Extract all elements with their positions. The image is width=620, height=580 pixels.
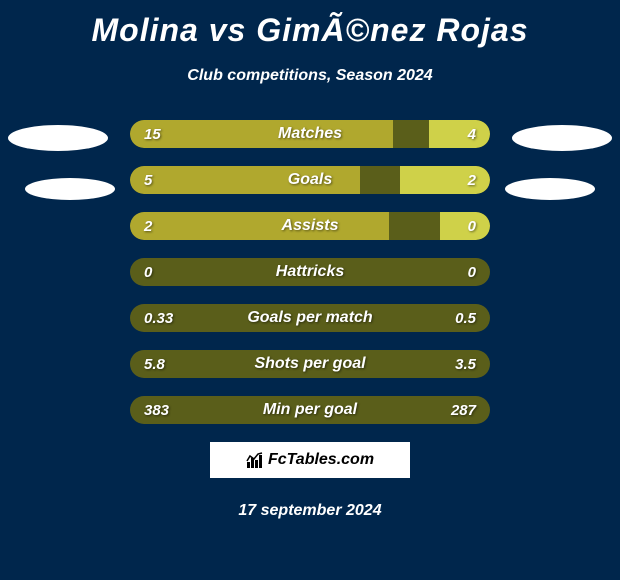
- bar-left: [130, 212, 389, 240]
- subtitle: Club competitions, Season 2024: [0, 67, 620, 85]
- stat-row: 2 Assists 0: [130, 212, 490, 240]
- bar-left: [130, 120, 393, 148]
- stat-value-left: 383: [144, 402, 169, 419]
- stat-value-right: 0.5: [455, 310, 476, 327]
- stat-value-right: 2: [468, 172, 476, 189]
- stat-label: Goals: [288, 171, 332, 189]
- stat-label: Matches: [278, 125, 342, 143]
- team-badge-left-bottom: [25, 178, 115, 200]
- stat-label: Shots per goal: [254, 355, 365, 373]
- stat-value-right: 287: [451, 402, 476, 419]
- stat-label: Hattricks: [276, 263, 344, 281]
- stat-label: Goals per match: [247, 309, 372, 327]
- stat-value-left: 5.8: [144, 356, 165, 373]
- team-badge-right-top: [512, 125, 612, 151]
- stat-label: Min per goal: [263, 401, 357, 419]
- team-badge-right-bottom: [505, 178, 595, 200]
- chart-icon: [246, 451, 264, 469]
- stat-row: 5.8 Shots per goal 3.5: [130, 350, 490, 378]
- stat-row: 383 Min per goal 287: [130, 396, 490, 424]
- stat-value-right: 0: [468, 264, 476, 281]
- stat-value-left: 0.33: [144, 310, 173, 327]
- stats-container: 15 Matches 4 5 Goals 2 2 Assists 0 0 Hattricks 0 0.3…: [130, 120, 490, 424]
- stat-row: 15 Matches 4: [130, 120, 490, 148]
- footer-badge[interactable]: FcTables.com: [210, 442, 410, 478]
- stat-row: 0 Hattricks 0: [130, 258, 490, 286]
- stat-value-right: 4: [468, 126, 476, 143]
- bar-right: [429, 120, 490, 148]
- stat-row: 0.33 Goals per match 0.5: [130, 304, 490, 332]
- stat-value-left: 0: [144, 264, 152, 281]
- bar-right: [440, 212, 490, 240]
- stat-value-left: 5: [144, 172, 152, 189]
- stat-value-left: 15: [144, 126, 161, 143]
- footer-site-label: FcTables.com: [268, 451, 374, 469]
- stat-row: 5 Goals 2: [130, 166, 490, 194]
- stat-label: Assists: [282, 217, 339, 235]
- stat-value-right: 3.5: [455, 356, 476, 373]
- stat-value-right: 0: [468, 218, 476, 235]
- footer-date: 17 september 2024: [0, 502, 620, 520]
- team-badge-left-top: [8, 125, 108, 151]
- bar-right: [400, 166, 490, 194]
- stat-value-left: 2: [144, 218, 152, 235]
- page-title: Molina vs GimÃ©nez Rojas: [0, 0, 620, 49]
